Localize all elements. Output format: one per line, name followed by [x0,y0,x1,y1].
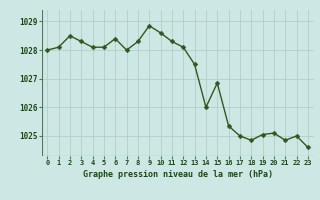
X-axis label: Graphe pression niveau de la mer (hPa): Graphe pression niveau de la mer (hPa) [83,170,273,179]
